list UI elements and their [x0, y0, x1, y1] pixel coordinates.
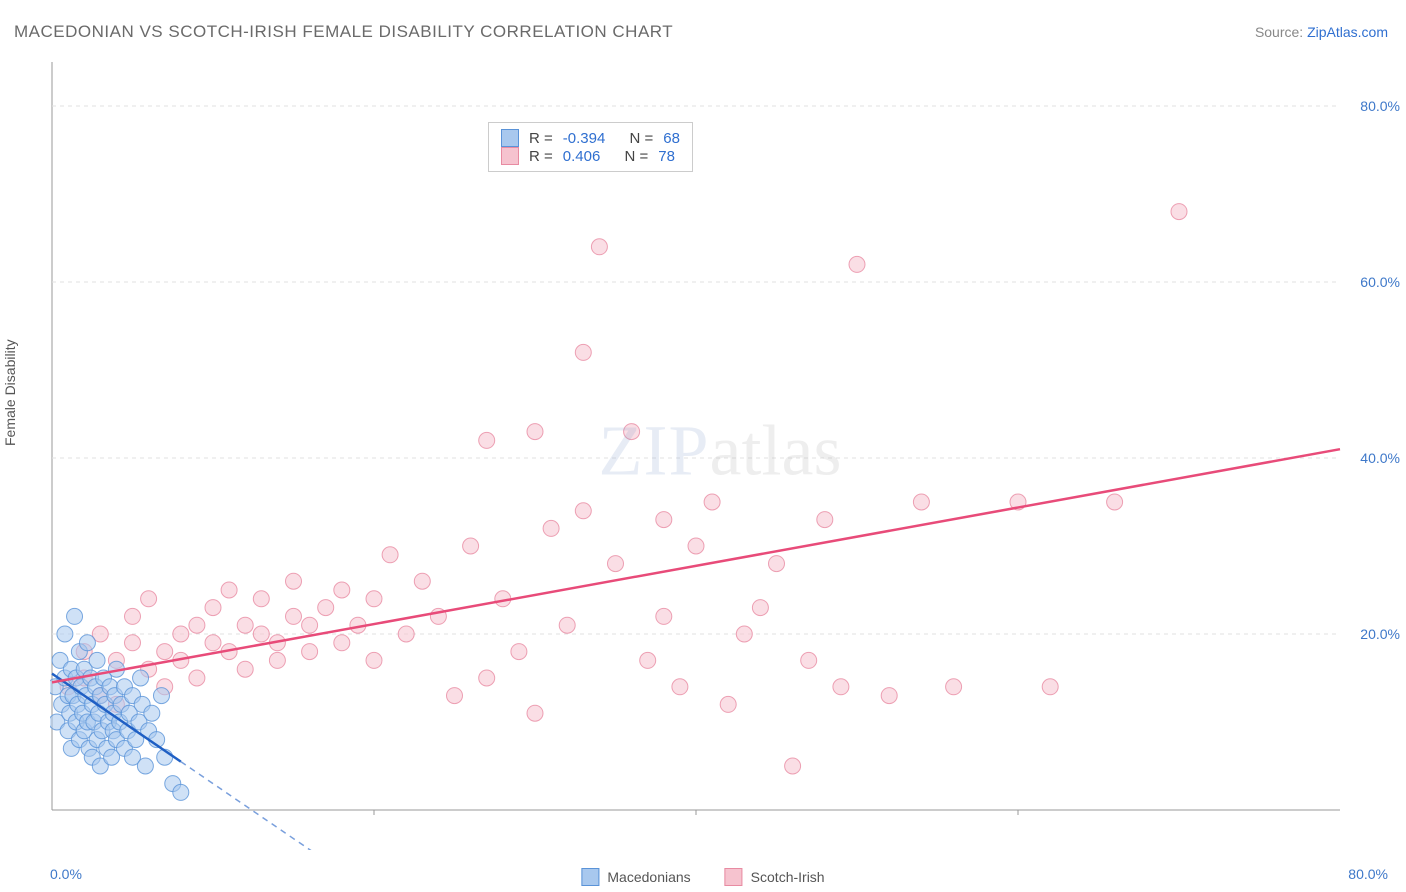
y-tick-label: 20.0%	[1360, 626, 1400, 642]
stats-row-series2: R = 0.406 N = 78	[501, 147, 680, 165]
series1-n-value: 68	[663, 130, 680, 147]
n-label: N =	[624, 148, 648, 165]
y-tick-label: 80.0%	[1360, 98, 1400, 114]
plot-area: ZIPatlas R = -0.394 N = 68 R = 0.406 N =…	[50, 60, 1390, 850]
x-tick-max: 80.0%	[1348, 866, 1388, 882]
stats-row-series1: R = -0.394 N = 68	[501, 129, 680, 147]
r-label: R =	[529, 148, 553, 165]
r-label: R =	[529, 130, 553, 147]
series2-legend-label: Scotch-Irish	[751, 869, 825, 885]
series2-r-value: 0.406	[563, 148, 601, 165]
series1-legend-label: Macedonians	[607, 869, 690, 885]
source-link[interactable]: ZipAtlas.com	[1307, 24, 1388, 40]
series2-swatch-icon	[501, 147, 519, 165]
bottom-legend: Macedonians Scotch-Irish	[581, 868, 824, 886]
stats-legend: R = -0.394 N = 68 R = 0.406 N = 78	[488, 122, 693, 172]
x-tick-min: 0.0%	[50, 866, 82, 882]
n-label: N =	[629, 130, 653, 147]
y-tick-label: 60.0%	[1360, 274, 1400, 290]
y-tick-label: 40.0%	[1360, 450, 1400, 466]
series1-r-value: -0.394	[563, 130, 606, 147]
series1-swatch-icon	[501, 129, 519, 147]
series2-n-value: 78	[658, 148, 675, 165]
series1-swatch-icon	[581, 868, 599, 886]
source-label: Source:	[1255, 24, 1303, 40]
scatter-chart-svg	[50, 60, 1390, 850]
legend-item-series2: Scotch-Irish	[725, 868, 825, 886]
series2-swatch-icon	[725, 868, 743, 886]
legend-item-series1: Macedonians	[581, 868, 690, 886]
source-attribution: Source: ZipAtlas.com	[1255, 24, 1388, 40]
chart-title: MACEDONIAN VS SCOTCH-IRISH FEMALE DISABI…	[14, 22, 673, 42]
y-axis-label: Female Disability	[2, 339, 18, 446]
